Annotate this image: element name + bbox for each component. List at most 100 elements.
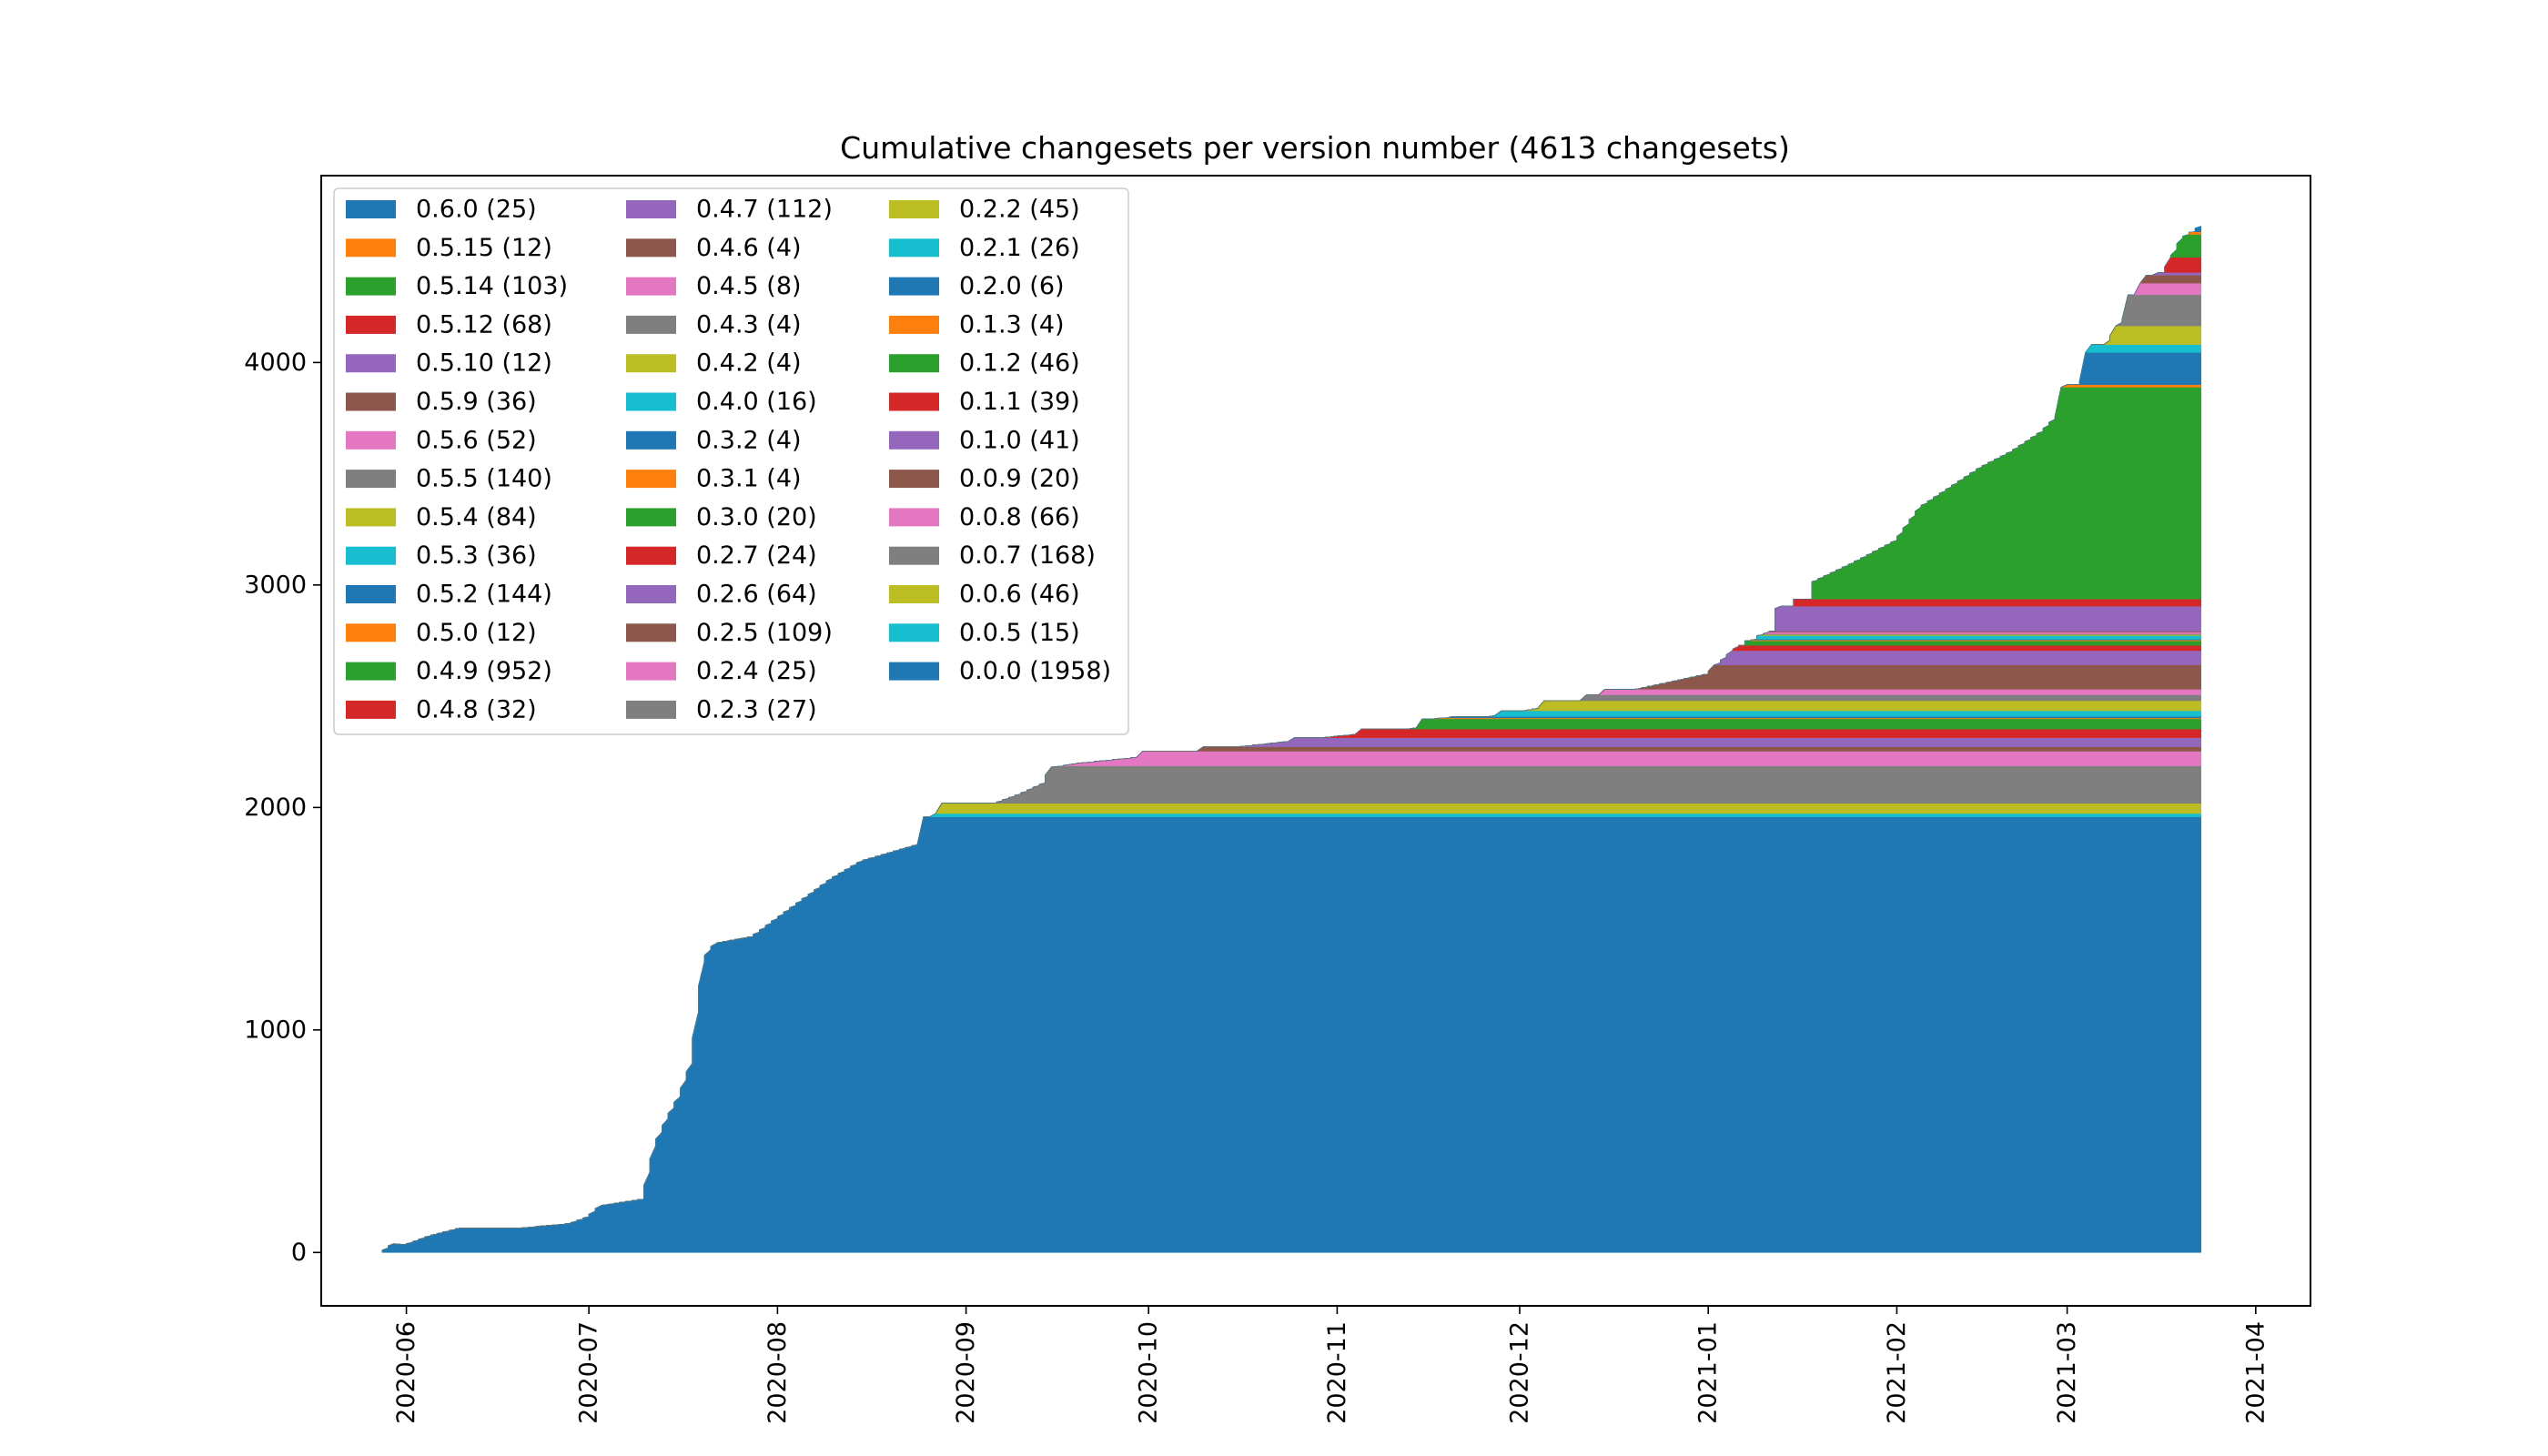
legend-swatch xyxy=(626,700,676,719)
legend-label: 0.5.14 (103) xyxy=(416,272,568,300)
legend-swatch xyxy=(346,662,396,681)
y-tick-label: 0 xyxy=(291,1239,307,1267)
legend-swatch xyxy=(626,200,676,218)
legend-swatch xyxy=(889,508,939,527)
legend-label: 0.4.6 (4) xyxy=(696,234,802,262)
legend-label: 0.5.12 (68) xyxy=(416,310,552,339)
legend-swatch xyxy=(889,238,939,258)
legend-label: 0.4.3 (4) xyxy=(696,310,802,339)
legend-swatch xyxy=(346,623,396,642)
area-band xyxy=(381,226,2201,1253)
x-tick-label: 2020-07 xyxy=(575,1321,603,1424)
y-axis: 0 1000 2000 3000 4000 xyxy=(244,349,321,1267)
legend-label: 0.5.4 (84) xyxy=(416,503,537,531)
legend-label: 0.4.8 (32) xyxy=(416,695,537,723)
legend-swatch xyxy=(626,662,676,681)
legend-label: 0.3.2 (4) xyxy=(696,426,802,454)
legend-swatch xyxy=(889,277,939,296)
x-tick-label: 2020-11 xyxy=(1323,1321,1351,1424)
legend-swatch xyxy=(889,470,939,489)
legend-swatch xyxy=(346,238,396,258)
legend-swatch xyxy=(626,585,676,603)
y-tick-label: 2000 xyxy=(244,794,307,822)
x-tick-label: 2021-04 xyxy=(2241,1321,2270,1424)
x-tick-label: 2020-12 xyxy=(1505,1321,1533,1424)
legend-label: 0.2.2 (45) xyxy=(959,196,1080,224)
legend-label: 0.2.5 (109) xyxy=(696,619,833,647)
x-tick-label: 2020-06 xyxy=(392,1321,420,1424)
legend-label: 0.4.2 (4) xyxy=(696,349,802,378)
legend-label: 0.4.0 (16) xyxy=(696,388,817,416)
legend-swatch xyxy=(626,623,676,642)
legend-swatch xyxy=(889,392,939,411)
y-tick-label: 4000 xyxy=(244,349,307,377)
legend-label: 0.5.0 (12) xyxy=(416,619,537,647)
legend-label: 0.5.6 (52) xyxy=(416,426,537,454)
legend-swatch xyxy=(346,277,396,296)
legend-swatch xyxy=(626,508,676,527)
x-tick-label: 2021-03 xyxy=(2053,1321,2081,1424)
legend-swatch xyxy=(889,585,939,603)
legend-swatch xyxy=(346,315,396,334)
legend-label: 0.4.7 (112) xyxy=(696,196,833,224)
y-tick-label: 3000 xyxy=(244,571,307,599)
legend-label: 0.2.6 (64) xyxy=(696,581,817,609)
legend-swatch xyxy=(346,354,396,373)
legend-label: 0.5.3 (36) xyxy=(416,541,537,570)
legend-swatch xyxy=(346,430,396,450)
legend-swatch xyxy=(346,700,396,719)
legend-label: 0.1.2 (46) xyxy=(959,349,1080,378)
legend-label: 0.5.5 (140) xyxy=(416,465,552,493)
legend-label: 0.1.1 (39) xyxy=(959,388,1080,416)
x-tick-label: 2020-10 xyxy=(1135,1321,1163,1424)
legend-box xyxy=(333,187,1129,735)
legend-swatch xyxy=(346,392,396,411)
legend-swatch xyxy=(626,546,676,565)
legend-label: 0.2.3 (27) xyxy=(696,695,817,723)
legend-label: 0.4.5 (8) xyxy=(696,272,802,300)
legend-swatch xyxy=(626,354,676,373)
legend-label: 0.5.15 (12) xyxy=(416,234,552,262)
legend-swatch xyxy=(346,470,396,489)
x-axis: 2020-06 2020-07 2020-08 2020-09 2020-10 2020-… xyxy=(392,1306,2270,1424)
x-tick-label: 2020-09 xyxy=(952,1321,980,1424)
legend-label: 0.2.1 (26) xyxy=(959,234,1080,262)
legend-swatch xyxy=(626,392,676,411)
legend-swatch xyxy=(346,546,396,565)
legend-label: 0.5.10 (12) xyxy=(416,349,552,378)
x-tick-label: 2021-01 xyxy=(1694,1321,1723,1424)
legend-swatch xyxy=(889,662,939,681)
legend-swatch xyxy=(889,200,939,218)
legend-label: 0.3.1 (4) xyxy=(696,465,802,493)
legend-swatch xyxy=(626,315,676,334)
legend-label: 0.2.0 (6) xyxy=(959,272,1065,300)
legend-label: 0.5.2 (144) xyxy=(416,581,552,609)
legend-label: 0.0.9 (20) xyxy=(959,465,1080,493)
legend: 0.6.0 (25) 0.5.15 (12) 0.5.14 (103) 0.5.12 … xyxy=(333,187,1129,735)
plot-frame xyxy=(320,175,2311,1307)
x-tick-label: 2020-08 xyxy=(763,1321,792,1424)
legend-swatch xyxy=(889,430,939,450)
legend-label: 0.0.0 (1958) xyxy=(959,657,1111,685)
legend-label: 0.1.0 (41) xyxy=(959,426,1080,454)
legend-label: 0.6.0 (25) xyxy=(416,196,537,224)
legend-label: 0.3.0 (20) xyxy=(696,503,817,531)
area-bands xyxy=(381,226,2201,1253)
legend-swatch xyxy=(889,354,939,373)
chart-title: Cumulative changesets per version number… xyxy=(840,130,1790,166)
legend-swatch xyxy=(889,546,939,565)
x-tick-label: 2021-02 xyxy=(1883,1321,1911,1424)
legend-label: 0.0.8 (66) xyxy=(959,503,1080,531)
legend-label: 0.4.9 (952) xyxy=(416,657,552,685)
legend-swatch xyxy=(889,623,939,642)
legend-label: 0.0.6 (46) xyxy=(959,581,1080,609)
legend-swatch xyxy=(626,238,676,258)
legend-label: 0.2.4 (25) xyxy=(696,657,817,685)
legend-label: 0.5.9 (36) xyxy=(416,388,537,416)
legend-label: 0.0.7 (168) xyxy=(959,541,1096,570)
y-tick-label: 1000 xyxy=(244,1016,307,1044)
legend-swatch xyxy=(346,200,396,218)
legend-swatch xyxy=(626,277,676,296)
legend-swatch xyxy=(346,508,396,527)
